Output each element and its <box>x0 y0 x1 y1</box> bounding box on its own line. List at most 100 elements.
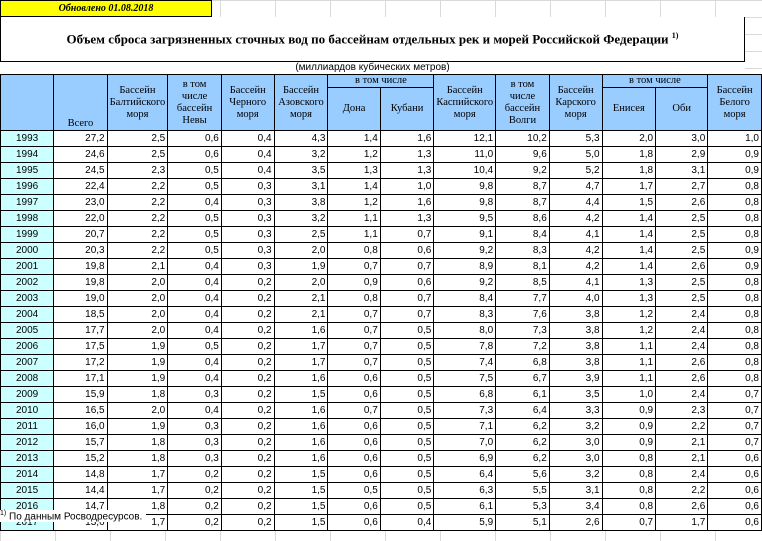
cell-total: 24,5 <box>53 162 108 179</box>
cell-don: 0,5 <box>327 482 381 499</box>
cell-volga: 9,2 <box>495 162 550 179</box>
cell-total: 19,8 <box>53 258 108 275</box>
cell-black: 0,3 <box>220 194 275 211</box>
cell-volga: 8,7 <box>495 194 550 211</box>
cell-caspian: 7,3 <box>433 402 497 419</box>
cell-white: 0,8 <box>707 290 762 307</box>
cell-volga: 8,3 <box>495 242 550 259</box>
cell-white: 0,9 <box>707 258 762 275</box>
cell-total: 15,2 <box>53 450 108 467</box>
cell-azov: 2,1 <box>273 306 329 323</box>
cell-yenisei: 1,4 <box>601 242 657 259</box>
cell-caspian: 9,8 <box>433 194 497 211</box>
cell-volga: 7,7 <box>495 290 550 307</box>
cell-caspian: 10,4 <box>433 162 497 179</box>
cell-kuban: 0,5 <box>379 418 435 435</box>
cell-total: 27,2 <box>53 130 108 147</box>
cell-neva: 0,3 <box>167 386 222 403</box>
year-cell: 2005 <box>0 322 55 339</box>
header-azov: Бассейн Азовского моря <box>273 74 329 131</box>
cell-caspian: 6,4 <box>433 466 497 483</box>
cell-caspian: 11,0 <box>433 146 497 163</box>
cell-caspian: 8,9 <box>433 258 497 275</box>
year-cell: 2015 <box>0 482 55 499</box>
cell-don: 0,8 <box>327 290 381 307</box>
cell-volga: 10,2 <box>495 130 550 147</box>
header-ob: Оби <box>655 87 709 131</box>
footnote-text: По данным Росводресурсов. <box>9 511 143 523</box>
cell-kuban: 1,3 <box>379 146 435 163</box>
cell-baltic: 2,2 <box>106 226 169 243</box>
cell-kuban: 0,7 <box>379 226 435 243</box>
cell-caspian: 7,8 <box>433 338 497 355</box>
cell-kuban: 0,6 <box>379 242 435 259</box>
cell-total: 17,2 <box>53 354 108 371</box>
table-row: 2004 18,5 2,0 0,4 0,2 2,1 0,7 0,7 8,3 7,6 3,8 1,2 2,… <box>0 306 762 323</box>
cell-total: 23,0 <box>53 194 108 211</box>
cell-don: 0,7 <box>327 338 381 355</box>
year-cell: 1997 <box>0 194 55 211</box>
cell-baltic: 2,0 <box>106 274 169 291</box>
header-don: Дона <box>327 87 381 131</box>
cell-total: 16,5 <box>53 402 108 419</box>
cell-black: 0,2 <box>220 450 275 467</box>
cell-white: 0,7 <box>707 386 762 403</box>
cell-kuban: 1,0 <box>379 178 435 195</box>
cell-kara: 3,0 <box>548 434 603 451</box>
cell-kuban: 0,5 <box>379 338 435 355</box>
cell-total: 14,4 <box>53 482 108 499</box>
cell-neva: 0,5 <box>167 338 222 355</box>
cell-yenisei: 0,8 <box>601 450 657 467</box>
cell-caspian: 7,5 <box>433 370 497 387</box>
cell-black: 0,2 <box>220 466 275 483</box>
header-kuban: Кубани <box>379 87 435 131</box>
title-footnote-mark: 1) <box>671 30 679 40</box>
cell-baltic: 2,2 <box>106 242 169 259</box>
cell-white: 0,8 <box>707 370 762 387</box>
cell-neva: 0,5 <box>167 242 222 259</box>
header-yenisei: Енисея <box>601 87 657 131</box>
cell-kara: 4,0 <box>548 290 603 307</box>
table-row: 2000 20,3 2,2 0,5 0,3 2,0 0,8 0,6 9,2 8,3 4,2 1,4 2,… <box>0 242 762 259</box>
cell-ob: 2,4 <box>655 338 709 355</box>
cell-ob: 2,7 <box>655 178 709 195</box>
year-cell: 2012 <box>0 434 55 451</box>
cell-azov: 4,3 <box>273 130 329 147</box>
cell-baltic: 1,7 <box>106 482 169 499</box>
cell-kara: 3,2 <box>548 466 603 483</box>
cell-kuban: 0,5 <box>379 402 435 419</box>
cell-don: 0,7 <box>327 322 381 339</box>
cell-yenisei: 0,8 <box>601 466 657 483</box>
cell-caspian: 7,0 <box>433 434 497 451</box>
cell-volga: 8,4 <box>495 226 550 243</box>
cell-don: 1,4 <box>327 130 381 147</box>
cell-azov: 1,5 <box>273 482 329 499</box>
cell-volga: 5,5 <box>495 482 550 499</box>
cell-azov: 2,1 <box>273 290 329 307</box>
cell-volga: 6,8 <box>495 354 550 371</box>
cell-caspian: 7,1 <box>433 418 497 435</box>
cell-baltic: 2,1 <box>106 258 169 275</box>
footnote-mark: 1) <box>0 510 7 517</box>
cell-yenisei: 0,8 <box>601 482 657 499</box>
cell-don: 0,7 <box>327 354 381 371</box>
cell-white: 0,9 <box>707 146 762 163</box>
cell-azov: 1,5 <box>273 498 329 515</box>
cell-yenisei: 1,4 <box>601 210 657 227</box>
cell-baltic: 2,3 <box>106 162 169 179</box>
cell-total: 19,8 <box>53 274 108 291</box>
cell-kuban: 1,3 <box>379 210 435 227</box>
cell-yenisei: 0,9 <box>601 418 657 435</box>
cell-baltic: 2,0 <box>106 306 169 323</box>
cell-baltic: 2,2 <box>106 178 169 195</box>
cell-ob: 2,5 <box>655 242 709 259</box>
cell-caspian: 9,2 <box>433 274 497 291</box>
cell-black: 0,2 <box>220 290 275 307</box>
cell-baltic: 1,9 <box>106 418 169 435</box>
cell-don: 0,6 <box>327 514 381 531</box>
cell-black: 0,2 <box>220 498 275 515</box>
cell-yenisei: 1,8 <box>601 146 657 163</box>
cell-neva: 0,3 <box>167 418 222 435</box>
cell-ob: 2,5 <box>655 226 709 243</box>
cell-neva: 0,4 <box>167 274 222 291</box>
